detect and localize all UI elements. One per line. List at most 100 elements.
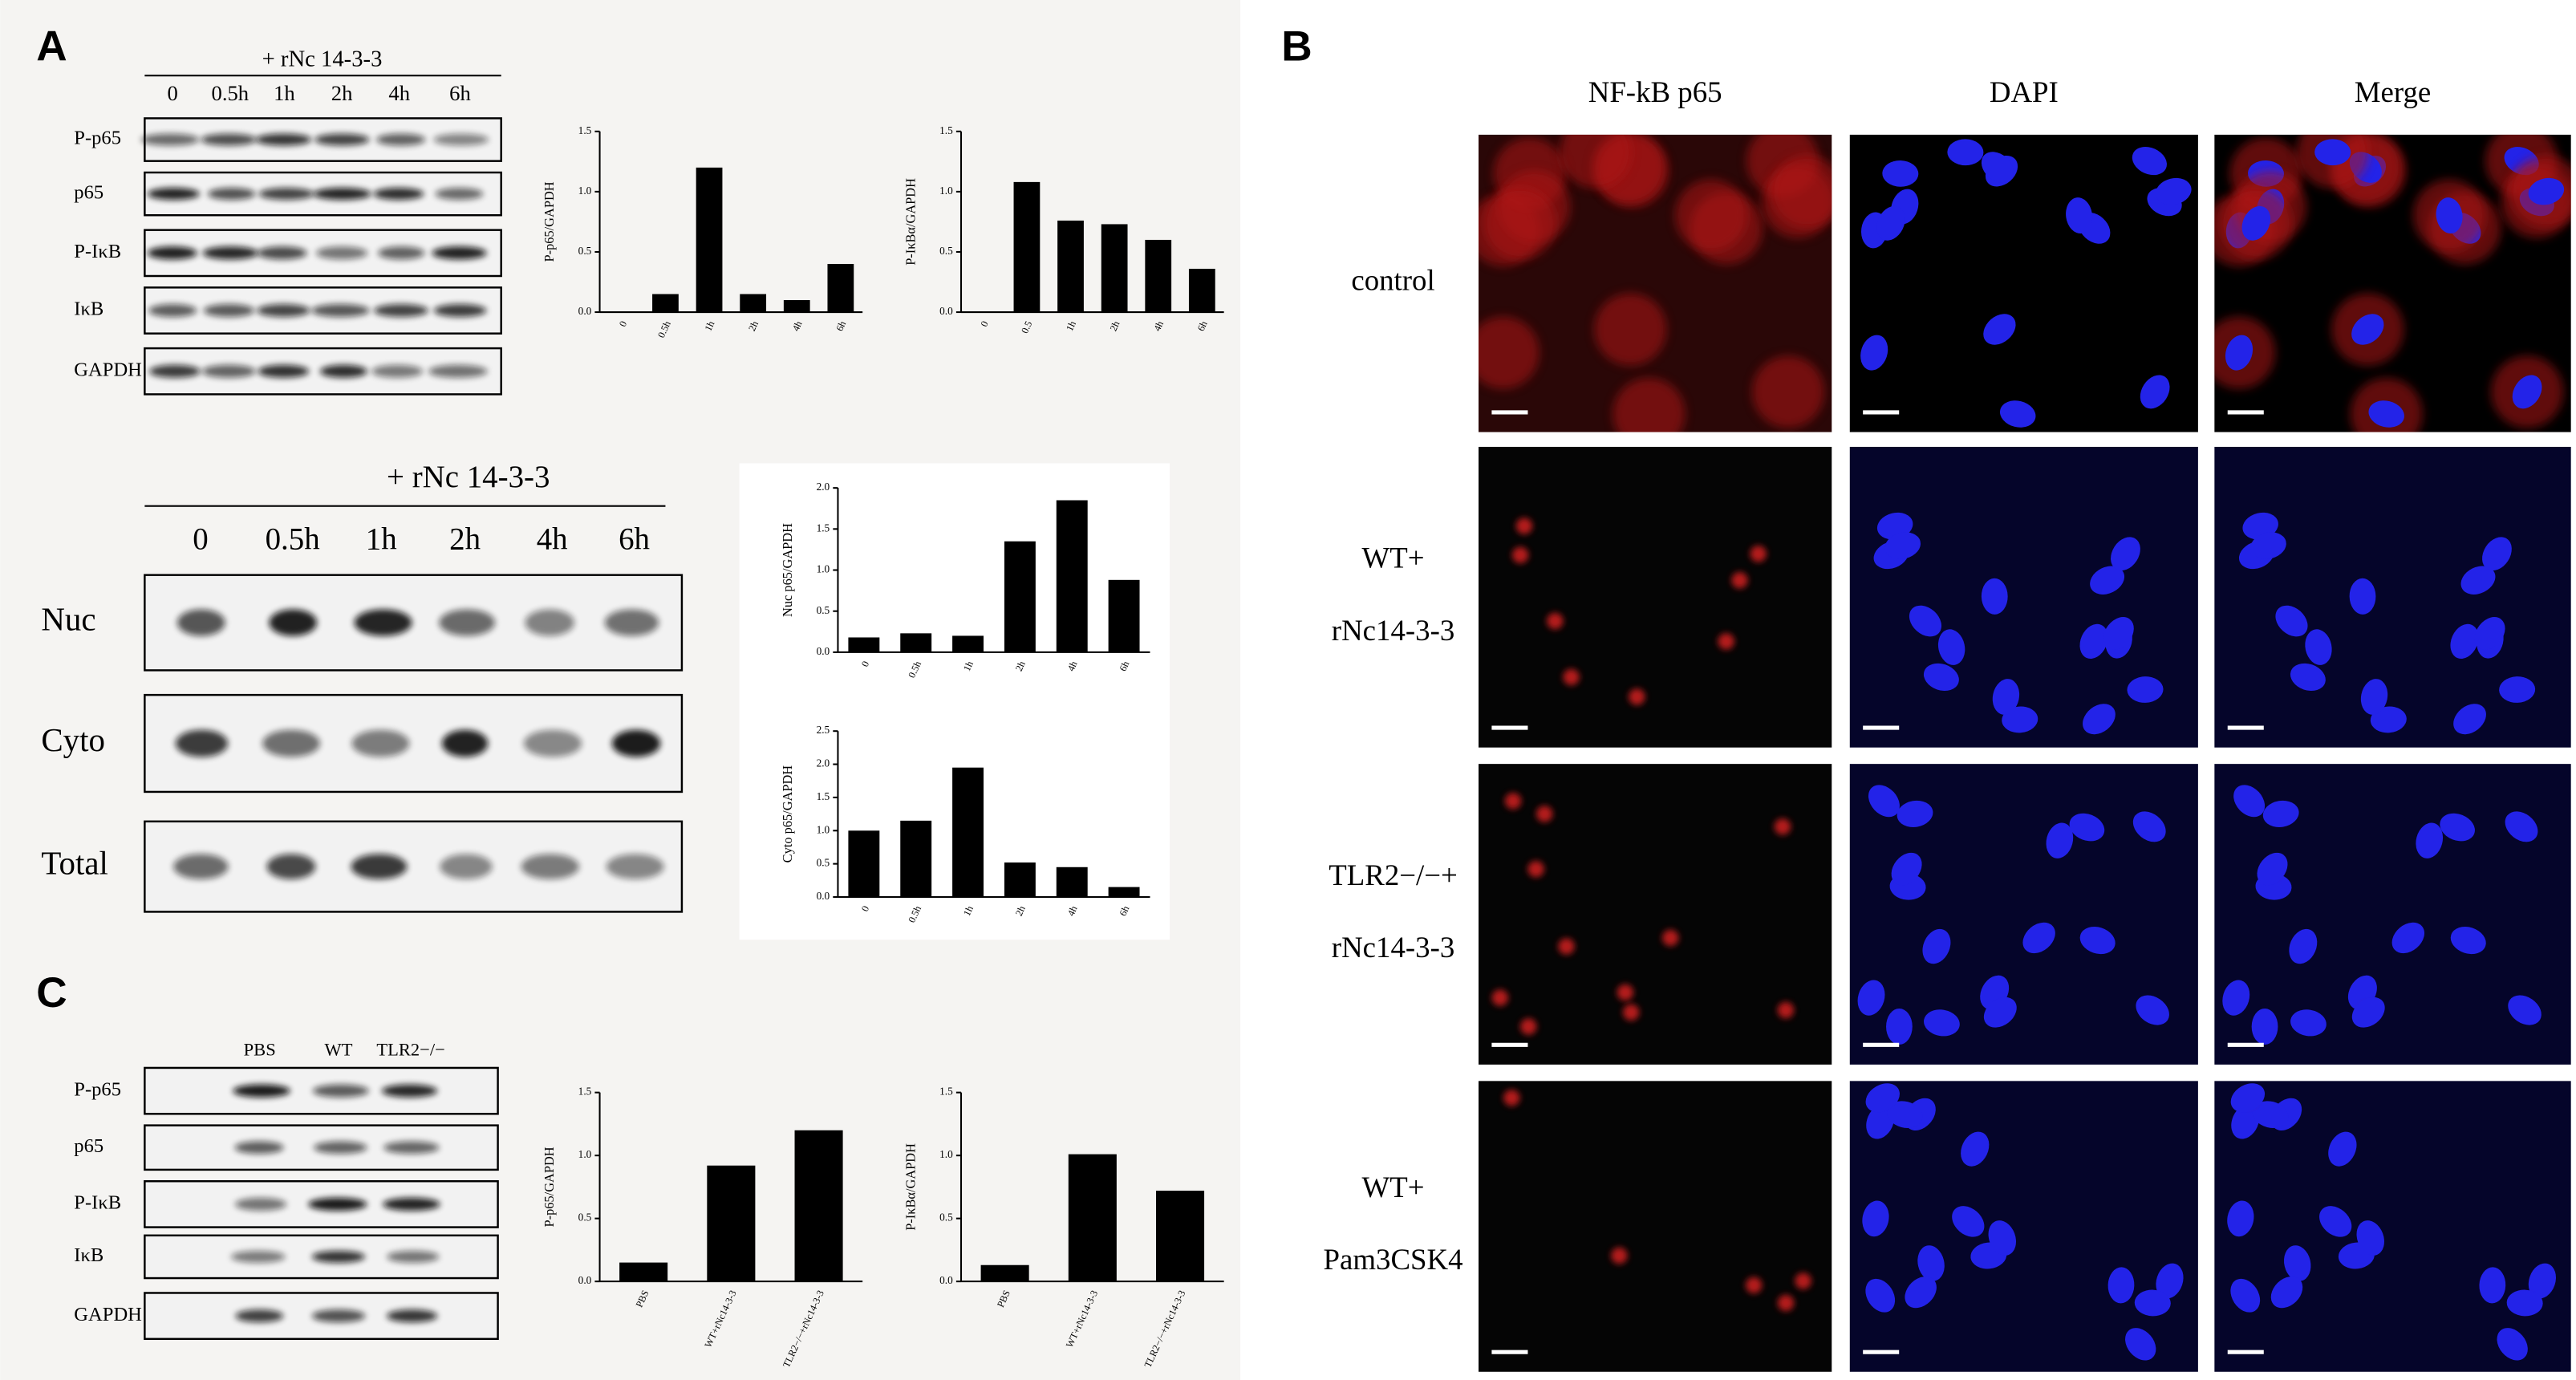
y-tick-label: 0.0 xyxy=(817,645,830,657)
band xyxy=(255,133,312,146)
band xyxy=(433,133,489,146)
red-speckle xyxy=(1745,1276,1763,1294)
x-tick-label: 1h xyxy=(1064,319,1078,333)
treatment-label: + rNc 14-3-3 xyxy=(387,460,550,494)
red-speckle xyxy=(1527,860,1544,878)
nucleus xyxy=(2231,1104,2260,1139)
nucleus xyxy=(2225,335,2253,371)
band xyxy=(441,729,489,757)
row-label: WT+ xyxy=(1362,1171,1425,1203)
nucleus xyxy=(2436,197,2463,233)
red-speckle xyxy=(1777,1001,1795,1019)
x-tick-label: 6h xyxy=(834,319,848,333)
nucleus xyxy=(2066,197,2093,233)
nucleus xyxy=(2314,139,2351,166)
y-axis-label: P-IκBα/GAPDH xyxy=(903,178,918,266)
cells xyxy=(1860,139,2192,428)
lane-label: 0.5h xyxy=(212,81,249,105)
y-axis-label: Cyto p65/GAPDH xyxy=(780,765,795,863)
cells xyxy=(1857,785,2169,1045)
cytoplasm xyxy=(1771,155,1832,228)
treatment-label: + rNc 14-3-3 xyxy=(262,46,383,71)
cytoplasm xyxy=(1479,316,1540,389)
bar xyxy=(1156,1191,1205,1282)
red-speckle xyxy=(1520,1018,1537,1035)
band xyxy=(312,1084,369,1098)
nucleus xyxy=(1865,1083,1900,1113)
band xyxy=(208,188,256,201)
nucleus xyxy=(2497,1328,2528,1361)
red-speckle xyxy=(1617,984,1634,1001)
y-tick-label: 0.0 xyxy=(939,1274,953,1286)
micrograph xyxy=(1849,1081,2198,1372)
cells xyxy=(2214,134,2571,432)
band xyxy=(374,303,428,318)
band xyxy=(233,1084,290,1098)
lane-label: 4h xyxy=(537,522,568,557)
y-tick-label: 2.0 xyxy=(817,757,830,769)
band xyxy=(258,364,310,378)
cytoplasm xyxy=(1483,187,1556,260)
blot-label: GAPDH xyxy=(74,359,142,380)
cells xyxy=(2222,785,2542,1045)
nucleus xyxy=(2127,676,2164,703)
nucleus xyxy=(2351,314,2384,345)
column-header: DAPI xyxy=(1990,75,2059,108)
band xyxy=(371,364,424,378)
blot-label: GAPDH xyxy=(74,1304,142,1325)
x-tick-label: 0 xyxy=(859,660,871,668)
nucleus xyxy=(2090,566,2125,595)
nucleus xyxy=(1922,928,1951,964)
nucleus xyxy=(2505,811,2538,842)
band xyxy=(202,246,258,260)
nucleus xyxy=(2460,566,2496,595)
micrograph xyxy=(1479,764,1832,1065)
nucleus xyxy=(2046,822,2074,858)
x-tick-label: 4h xyxy=(1151,319,1166,333)
x-tick-label: 1h xyxy=(961,660,976,673)
band xyxy=(201,133,257,146)
bar xyxy=(848,637,880,652)
red-speckle xyxy=(1547,612,1564,630)
band xyxy=(262,729,320,757)
nucleus xyxy=(1952,1206,1985,1237)
band xyxy=(234,1141,284,1155)
nucleus xyxy=(2479,1267,2506,1304)
band xyxy=(311,1250,366,1263)
column-header: NF-kB p65 xyxy=(1588,75,1722,108)
band xyxy=(525,609,574,636)
cytoplasm xyxy=(1613,377,1686,432)
nucleus xyxy=(1886,1008,1913,1045)
y-tick-label: 1.5 xyxy=(939,1086,953,1098)
band xyxy=(439,609,496,636)
blot-label: p65 xyxy=(74,181,103,203)
bar xyxy=(980,1264,1029,1282)
y-tick-label: 1.0 xyxy=(939,1148,953,1160)
x-tick-label: 0 xyxy=(859,904,871,913)
band xyxy=(140,133,200,146)
nucleus xyxy=(2250,532,2286,559)
micrograph xyxy=(1479,134,1832,432)
panel-label: B xyxy=(1281,22,1312,70)
bar xyxy=(1004,541,1036,652)
nucleus xyxy=(2482,537,2512,571)
nucleus xyxy=(2022,922,2055,954)
nucleus xyxy=(1882,160,1919,187)
band xyxy=(354,609,412,636)
bar xyxy=(900,820,932,897)
micrograph xyxy=(1849,134,2198,432)
band xyxy=(523,729,582,757)
nucleus xyxy=(2251,1008,2278,1045)
nucleus xyxy=(2512,375,2542,409)
nucleus xyxy=(1865,1278,1896,1313)
blot-label: P-IκB xyxy=(74,1192,121,1214)
nucleus xyxy=(1891,852,1922,886)
nucleus xyxy=(2453,704,2486,735)
nucleus xyxy=(2222,980,2250,1016)
row-label: TLR2−/−+ xyxy=(1329,858,1458,891)
lane-label: 6h xyxy=(619,522,650,557)
band xyxy=(521,854,579,879)
y-tick-label: 1.0 xyxy=(817,823,830,835)
x-tick-label: 2h xyxy=(1013,904,1028,918)
x-tick-label: 2h xyxy=(746,319,761,333)
